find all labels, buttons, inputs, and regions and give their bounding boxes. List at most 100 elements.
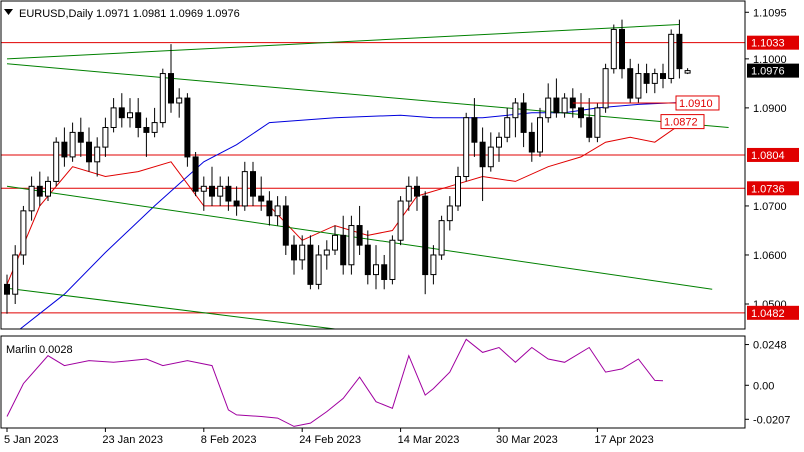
candle[interactable] xyxy=(36,171,43,206)
candle[interactable] xyxy=(578,93,584,128)
candle[interactable] xyxy=(45,176,51,202)
candle-body-bull xyxy=(668,33,675,79)
candle[interactable] xyxy=(373,245,379,290)
candle[interactable] xyxy=(496,132,502,162)
candle[interactable] xyxy=(20,205,27,265)
price-pane[interactable] xyxy=(1,19,745,333)
candle[interactable] xyxy=(127,98,133,128)
candle[interactable] xyxy=(332,225,338,255)
candle-body-bull xyxy=(315,254,322,285)
candle[interactable] xyxy=(94,137,101,177)
candle[interactable] xyxy=(414,176,420,211)
candle[interactable] xyxy=(553,78,560,118)
candle[interactable] xyxy=(159,68,166,128)
candle[interactable] xyxy=(594,102,601,143)
candle[interactable] xyxy=(274,196,281,226)
candle[interactable] xyxy=(479,127,486,202)
candle[interactable] xyxy=(135,98,142,138)
candle[interactable] xyxy=(463,112,470,182)
candle[interactable] xyxy=(602,63,609,113)
candle[interactable] xyxy=(545,83,552,123)
collapse-triangle-icon[interactable] xyxy=(4,9,13,15)
candle[interactable] xyxy=(86,127,92,172)
candle[interactable] xyxy=(635,63,642,103)
candle[interactable] xyxy=(660,63,666,89)
candle[interactable] xyxy=(4,274,10,314)
annotation-box-1.0910[interactable] xyxy=(675,95,720,111)
candle[interactable] xyxy=(381,254,388,290)
candle[interactable] xyxy=(282,196,289,255)
candle[interactable] xyxy=(348,215,355,275)
candle[interactable] xyxy=(487,132,494,172)
candle[interactable] xyxy=(151,107,158,138)
candle[interactable] xyxy=(504,107,511,143)
candle-body-bull xyxy=(537,117,543,153)
candle[interactable] xyxy=(651,68,658,94)
candle[interactable] xyxy=(258,176,265,211)
candle[interactable] xyxy=(356,205,363,255)
candle-body-bear xyxy=(86,141,92,163)
candle[interactable] xyxy=(438,215,445,260)
candle[interactable] xyxy=(217,176,224,206)
candle[interactable] xyxy=(118,93,125,128)
candle[interactable] xyxy=(12,245,19,304)
candle[interactable] xyxy=(364,230,371,285)
candle[interactable] xyxy=(430,245,437,285)
candle[interactable] xyxy=(610,24,617,74)
candle[interactable] xyxy=(323,240,330,270)
candle[interactable] xyxy=(61,127,68,167)
candle[interactable] xyxy=(291,235,297,275)
candle[interactable] xyxy=(471,98,478,157)
candle[interactable] xyxy=(200,176,207,211)
candle[interactable] xyxy=(619,19,625,79)
candle[interactable] xyxy=(69,122,76,162)
candle-body-bull xyxy=(127,112,133,119)
candle[interactable] xyxy=(53,137,60,187)
candle[interactable] xyxy=(209,166,215,206)
candle[interactable] xyxy=(528,122,535,162)
candle[interactable] xyxy=(192,152,199,197)
candle[interactable] xyxy=(512,98,519,138)
candle[interactable] xyxy=(299,235,306,270)
candle[interactable] xyxy=(102,117,109,157)
candle[interactable] xyxy=(110,98,117,133)
candle[interactable] xyxy=(668,29,675,84)
marlin-line[interactable] xyxy=(6,338,664,427)
candle[interactable] xyxy=(77,117,84,157)
candle[interactable] xyxy=(389,235,396,285)
series-trend-channel-lower-2[interactable] xyxy=(6,287,336,329)
marlin-indicator-pane[interactable] xyxy=(6,338,664,427)
candle[interactable] xyxy=(28,176,35,221)
candle[interactable] xyxy=(184,93,191,167)
series-trend-channel-middle[interactable] xyxy=(6,63,729,128)
price-tick-label: 1.1000 xyxy=(753,54,787,66)
candle[interactable] xyxy=(684,68,691,75)
candle[interactable] xyxy=(143,117,150,157)
candle[interactable] xyxy=(397,196,404,246)
candle[interactable] xyxy=(676,19,683,79)
candle[interactable] xyxy=(315,245,322,290)
candle[interactable] xyxy=(340,215,347,275)
candle[interactable] xyxy=(176,88,183,118)
candle[interactable] xyxy=(537,107,543,157)
candle[interactable] xyxy=(168,44,174,113)
candle[interactable] xyxy=(643,63,650,94)
candle[interactable] xyxy=(446,196,453,231)
candle[interactable] xyxy=(586,98,593,143)
candle[interactable] xyxy=(225,176,232,211)
candle[interactable] xyxy=(627,58,634,103)
candle[interactable] xyxy=(241,161,248,211)
series-trend-channel-upper[interactable] xyxy=(6,24,680,60)
candle[interactable] xyxy=(233,186,240,216)
annotation-box-1.0872[interactable] xyxy=(660,114,705,130)
candle[interactable] xyxy=(561,93,568,118)
candle[interactable] xyxy=(520,93,527,148)
candle[interactable] xyxy=(422,191,429,295)
candle[interactable] xyxy=(250,161,256,206)
candle[interactable] xyxy=(307,235,314,290)
candle[interactable] xyxy=(266,191,273,226)
candle-body-bear xyxy=(471,117,478,143)
candle[interactable] xyxy=(405,176,412,211)
price-axis: 1.10951.10001.09001.07001.06001.05001.10… xyxy=(745,7,799,320)
candle[interactable] xyxy=(455,166,461,211)
